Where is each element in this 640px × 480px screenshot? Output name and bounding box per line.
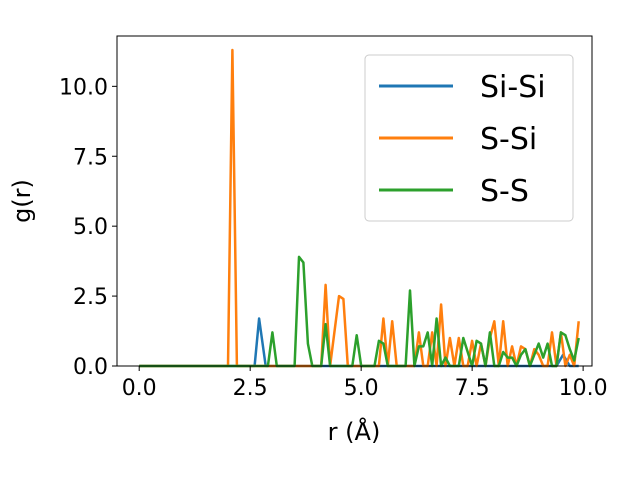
y-tick-label: 0.0	[73, 355, 108, 380]
y-axis-label: g(r)	[8, 179, 36, 223]
axis-ticks: 0.0 2.5 5.0 7.5 10.0 0.0 2.5 5.0 7.5 10.0	[59, 75, 608, 401]
x-tick-label: 5.0	[344, 376, 379, 401]
x-tick-label: 2.5	[233, 376, 268, 401]
x-tick-label: 10.0	[559, 376, 608, 401]
legend: Si-Si S-Si S-S	[364, 54, 574, 222]
x-tick-label: 0.0	[122, 376, 157, 401]
y-tick-label: 7.5	[73, 145, 108, 170]
legend-label-s-si: S-Si	[480, 122, 537, 157]
legend-label-si-si: Si-Si	[480, 70, 546, 105]
series-line-s-s	[139, 255, 580, 368]
legend-frame	[364, 54, 574, 222]
x-axis-label: r (Å)	[328, 417, 381, 446]
y-tick-label: 2.5	[73, 285, 108, 310]
y-tick-label: 10.0	[59, 75, 108, 100]
plot-frame	[116, 35, 593, 367]
y-tick-label: 5.0	[73, 215, 108, 240]
legend-label-s-s: S-S	[480, 174, 529, 209]
x-tick-label: 7.5	[455, 376, 490, 401]
